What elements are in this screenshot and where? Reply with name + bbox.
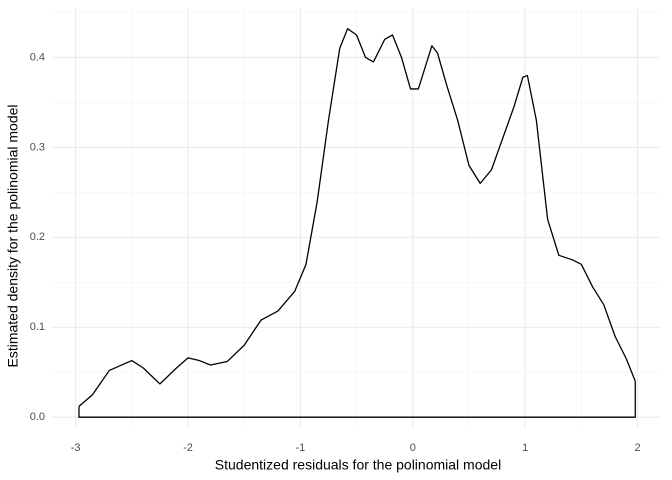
x-tick-label: -1 (295, 442, 305, 454)
y-tick-label: 0.4 (30, 51, 45, 63)
y-axis-title: Estimated density for the polinomial mod… (5, 104, 21, 367)
x-tick-label: -2 (183, 442, 193, 454)
x-tick-label: -3 (71, 442, 81, 454)
y-tick-label: 0.2 (30, 231, 45, 243)
y-tick-label: 0.1 (30, 321, 45, 333)
y-tick-label: 0.0 (30, 411, 45, 423)
density-curve (78, 28, 636, 407)
x-tick-label: 2 (634, 442, 640, 454)
y-tick-label: 0.3 (30, 141, 45, 153)
x-tick-label: 1 (522, 442, 528, 454)
x-tick-label: 0 (410, 442, 416, 454)
x-axis-title: Studentized residuals for the polinomial… (215, 457, 501, 473)
density-baseline (78, 381, 636, 418)
